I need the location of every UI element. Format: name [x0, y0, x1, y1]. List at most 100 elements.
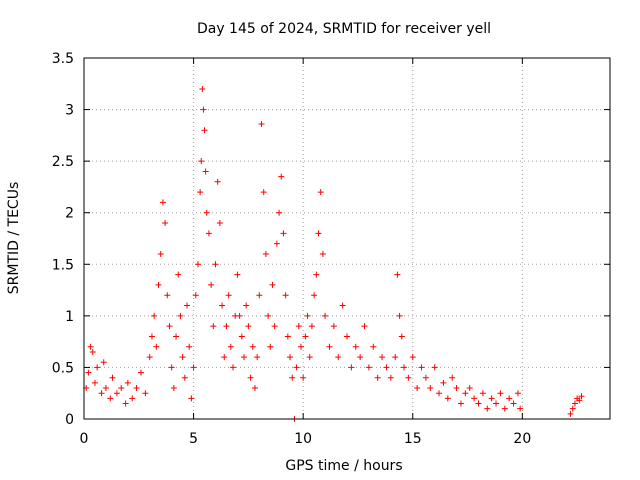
data-point — [247, 374, 254, 381]
data-point — [493, 400, 500, 407]
data-point — [124, 379, 131, 386]
data-point — [431, 364, 438, 371]
data-point — [510, 400, 517, 407]
data-point — [122, 400, 129, 407]
y-tick-label: 2.5 — [52, 154, 74, 170]
y-axis-label: SRMTID / TECUs — [6, 182, 22, 295]
data-point — [166, 323, 173, 330]
data-point — [326, 343, 333, 350]
data-point — [339, 302, 346, 309]
data-point — [567, 410, 574, 417]
data-point — [164, 292, 171, 299]
data-point — [501, 405, 508, 412]
y-tick-label: 3 — [65, 103, 74, 119]
data-point — [202, 168, 209, 175]
data-point — [330, 323, 337, 330]
data-point — [155, 281, 162, 288]
data-point — [308, 323, 315, 330]
data-point — [400, 364, 407, 371]
data-point — [94, 364, 101, 371]
data-point — [466, 385, 473, 392]
data-point — [311, 292, 318, 299]
y-tick-label: 0 — [65, 412, 74, 428]
data-point — [365, 364, 372, 371]
data-point — [221, 354, 228, 361]
data-point — [370, 343, 377, 350]
y-tick-labels: 0 0.5 1 1.5 2 2.5 3 3.5 — [52, 51, 74, 428]
x-tick-label: 0 — [80, 431, 89, 447]
data-point — [497, 390, 504, 397]
data-point — [216, 220, 223, 227]
data-point — [278, 173, 285, 180]
data-point — [100, 359, 107, 366]
data-point — [571, 400, 578, 407]
x-tick-label: 20 — [513, 431, 531, 447]
data-point — [440, 379, 447, 386]
data-point — [87, 343, 94, 350]
data-point — [387, 374, 394, 381]
data-point — [265, 312, 272, 319]
data-point — [142, 390, 149, 397]
data-point — [484, 405, 491, 412]
data-point — [396, 312, 403, 319]
data-point — [129, 395, 136, 402]
data-point — [319, 250, 326, 257]
data-point — [109, 374, 116, 381]
data-point — [148, 333, 155, 340]
data-point — [151, 312, 158, 319]
data-point — [392, 354, 399, 361]
data-point — [162, 220, 169, 227]
data-point — [262, 250, 269, 257]
data-point — [488, 395, 495, 402]
data-point — [240, 354, 247, 361]
data-point — [394, 271, 401, 278]
data-point — [398, 333, 405, 340]
data-point — [205, 230, 212, 237]
data-point — [462, 390, 469, 397]
data-point — [188, 395, 195, 402]
data-point — [315, 230, 322, 237]
data-point — [267, 343, 274, 350]
data-point — [91, 379, 98, 386]
data-point — [306, 354, 313, 361]
data-point — [304, 312, 311, 319]
data-point — [219, 302, 226, 309]
data-point — [405, 374, 412, 381]
data-point — [479, 390, 486, 397]
data-point — [269, 281, 276, 288]
data-point — [225, 292, 232, 299]
data-point — [175, 271, 182, 278]
data-point — [89, 348, 96, 355]
data-point — [569, 405, 576, 412]
data-point — [177, 312, 184, 319]
data-point — [422, 374, 429, 381]
data-point — [192, 292, 199, 299]
data-point — [199, 85, 206, 92]
data-point — [258, 121, 265, 128]
data-point — [102, 385, 109, 392]
data-point — [287, 354, 294, 361]
data-point — [107, 395, 114, 402]
x-tick-label: 15 — [404, 431, 422, 447]
data-point — [313, 271, 320, 278]
data-point — [295, 323, 302, 330]
data-point — [457, 400, 464, 407]
data-point — [157, 250, 164, 257]
data-point — [357, 354, 364, 361]
data-point — [379, 354, 386, 361]
data-point — [361, 323, 368, 330]
data-point — [289, 374, 296, 381]
data-point — [179, 354, 186, 361]
x-tick-label: 5 — [189, 431, 198, 447]
data-point — [280, 230, 287, 237]
x-axis-label: GPS time / hours — [285, 458, 402, 474]
data-point — [506, 395, 513, 402]
data-point — [256, 292, 263, 299]
data-point — [98, 390, 105, 397]
data-point — [212, 261, 219, 268]
data-point — [146, 354, 153, 361]
data-point — [137, 369, 144, 376]
data-point — [449, 374, 456, 381]
data-point — [276, 209, 283, 216]
data-point — [293, 364, 300, 371]
